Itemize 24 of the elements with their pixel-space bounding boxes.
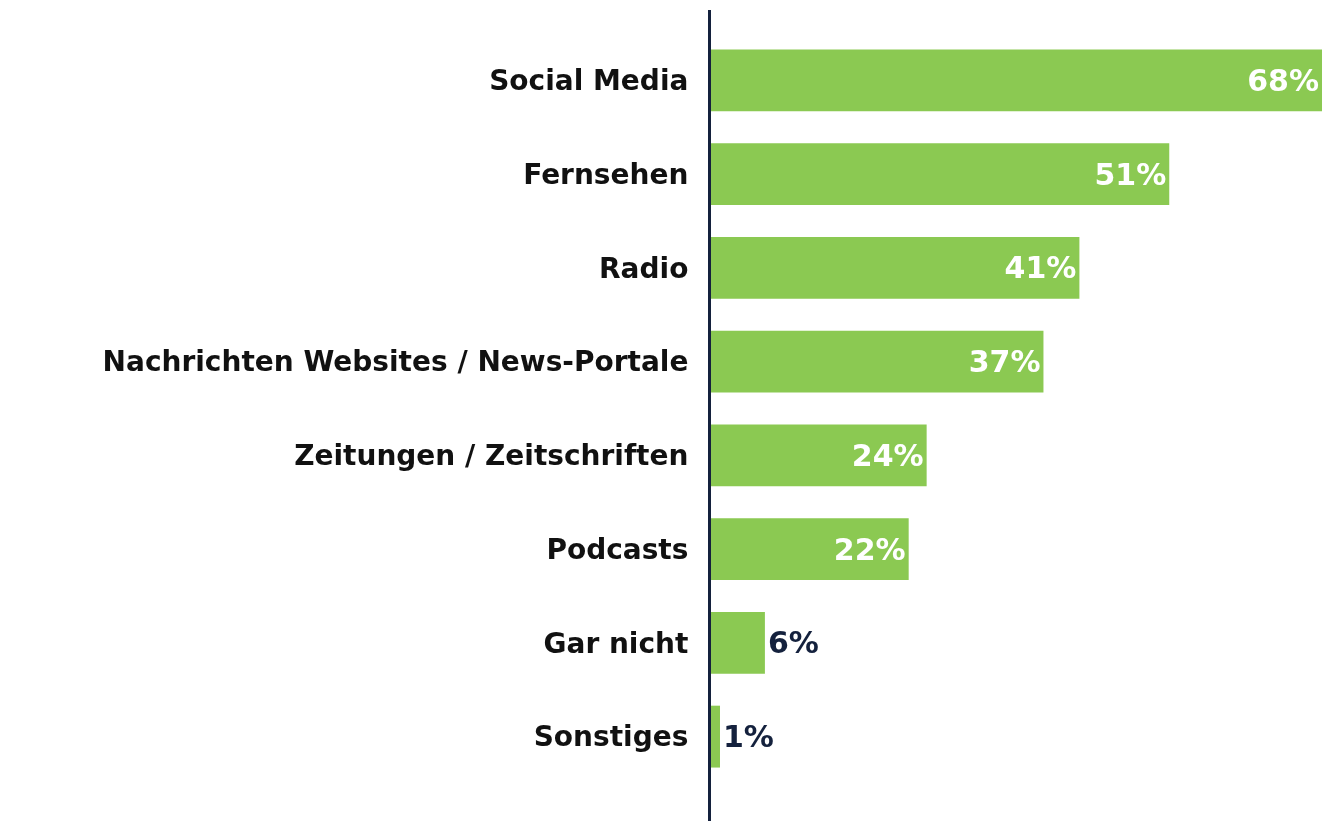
data-label: 22%: [833, 531, 906, 567]
y-tick-label: Podcasts: [546, 532, 689, 566]
data-label: 6%: [767, 625, 819, 661]
bar: [711, 236, 1080, 299]
bar: [711, 330, 1044, 393]
y-tick-label: Fernsehen: [523, 157, 689, 191]
data-label: 51%: [1094, 156, 1167, 192]
y-tick-label: Zeitungen / Zeitschriften: [294, 439, 689, 473]
y-tick-label: Nachrichten Websites / News-Portale: [102, 345, 689, 379]
data-label: 1%: [722, 719, 774, 755]
bar: [711, 424, 927, 487]
y-tick-label: Radio: [599, 251, 689, 285]
bar: [711, 705, 720, 768]
data-label: 68%: [1247, 62, 1320, 98]
bar: [711, 49, 1323, 112]
bar: [711, 611, 765, 674]
data-label: 24%: [851, 437, 924, 473]
y-tick-label: Sonstiges: [533, 720, 689, 754]
bar: [711, 518, 909, 581]
bar: [711, 143, 1170, 206]
y-tick-label: Social Media: [489, 64, 689, 98]
y-tick-label: Gar nicht: [543, 626, 689, 660]
data-label: 37%: [968, 344, 1041, 380]
data-label: 41%: [1004, 250, 1077, 286]
